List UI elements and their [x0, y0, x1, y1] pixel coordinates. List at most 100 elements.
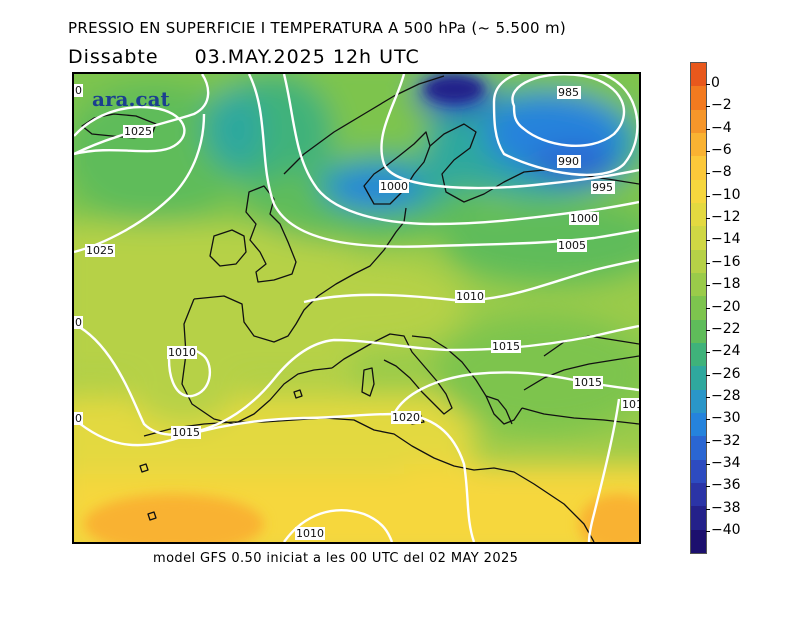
colorbar-segment	[691, 459, 706, 484]
colorbar-tick	[706, 84, 710, 85]
isobar-label: 995	[591, 181, 615, 194]
colorbar-label: −32	[711, 432, 741, 449]
isobar-label: 1020	[391, 411, 421, 424]
isobar-lines	[74, 74, 639, 542]
colorbar-label: −14	[711, 231, 741, 248]
svg-text:990: 990	[558, 155, 579, 168]
colorbar-segment	[691, 506, 706, 531]
colorbar-segment	[691, 249, 706, 274]
colorbar-label: −28	[711, 387, 741, 404]
isobar-label: 1025	[123, 125, 153, 138]
chart-subtitle: Dissabte 03.MAY.2025 12h UTC	[68, 46, 420, 68]
isobar-label: 1015	[491, 340, 521, 353]
isobar-label: 1020	[74, 84, 83, 97]
forecast-day: Dissabte	[68, 46, 159, 68]
chart-title: PRESSIO EN SUPERFICIE I TEMPERATURA A 50…	[68, 19, 567, 37]
svg-text:1025: 1025	[124, 125, 152, 138]
colorbar-label: −24	[711, 343, 741, 360]
isobar-label: 1010	[295, 527, 325, 540]
colorbar-segment	[691, 273, 706, 297]
isobar-label: 1010	[167, 346, 197, 359]
colorbar-tick	[706, 173, 710, 175]
colorbar-segment	[691, 366, 706, 391]
colorbar-segment	[691, 319, 706, 344]
colorbar-tick	[706, 329, 710, 331]
colorbar-label: −26	[711, 365, 741, 382]
isobar-labels: 985 990 995 1000 1000 1005 1010 1010 101…	[74, 84, 639, 540]
isobar-label: 1000	[569, 212, 599, 225]
colorbar-tick	[706, 151, 710, 153]
svg-text:1015: 1015	[172, 426, 200, 439]
colorbar-segment	[691, 109, 706, 134]
colorbar-label: −2	[711, 97, 732, 114]
colorbar-tick	[706, 106, 710, 108]
colorbar-tick	[706, 396, 710, 398]
isobar-label: 985	[557, 86, 581, 99]
colorbar-segment	[691, 86, 706, 111]
colorbar-tick	[706, 374, 710, 376]
colorbar-label: −40	[711, 522, 741, 538]
svg-text:1020: 1020	[74, 412, 82, 425]
colorbar-tick	[706, 240, 710, 242]
svg-text:1010: 1010	[296, 527, 324, 540]
colorbar-label: −16	[711, 253, 741, 270]
colorbar-label: −4	[711, 119, 732, 136]
svg-text:1015: 1015	[492, 340, 520, 353]
colorbar-label: −34	[711, 454, 741, 471]
colorbar-label: −20	[711, 298, 741, 315]
svg-text:1000: 1000	[380, 180, 408, 193]
colorbar-label: −30	[711, 410, 741, 427]
colorbar-tick	[706, 285, 710, 287]
svg-text:1020: 1020	[74, 316, 82, 329]
colorbar-segment	[691, 436, 706, 461]
svg-text:995: 995	[592, 181, 613, 194]
svg-text:1020: 1020	[74, 84, 82, 97]
colorbar-label: −10	[711, 186, 741, 203]
isobar-label: 1015	[573, 376, 603, 389]
colorbar-segment	[691, 203, 706, 227]
svg-text:1005: 1005	[558, 239, 586, 252]
ara-cat-logo: ara.cat	[92, 87, 171, 111]
colorbar-tick	[706, 441, 710, 443]
colorbar-segment	[691, 156, 706, 181]
colorbar-segment	[691, 226, 706, 251]
isobar-label: 1020	[74, 412, 83, 425]
isobar-label: 1020	[74, 316, 83, 329]
svg-text:985: 985	[558, 86, 579, 99]
colorbar-segment	[691, 133, 706, 157]
colorbar-tick	[706, 195, 710, 197]
colorbar-tick	[706, 352, 710, 354]
colorbar-tick	[706, 508, 710, 510]
colorbar-label: 0	[711, 75, 720, 91]
colorbar-segment	[691, 63, 706, 87]
colorbar-tick	[706, 262, 710, 264]
colorbar-label: −8	[711, 164, 732, 181]
svg-text:1020: 1020	[392, 411, 420, 424]
temperature-colorbar	[690, 62, 707, 554]
colorbar-segment	[691, 529, 706, 554]
colorbar-tick	[706, 463, 710, 465]
colorbar-segment	[691, 389, 706, 414]
colorbar-tick	[706, 307, 710, 309]
svg-text:1010: 1010	[456, 290, 484, 303]
colorbar-label: −12	[711, 209, 741, 226]
colorbar-tick	[706, 218, 710, 220]
colorbar-segment	[691, 343, 706, 367]
isobar-label: 1015	[171, 426, 201, 439]
svg-text:1010: 1010	[168, 346, 196, 359]
colorbar-tick	[706, 486, 710, 488]
colorbar-tick	[706, 419, 710, 421]
isobar-label: 1005	[557, 239, 587, 252]
isobar-label: 990	[557, 155, 581, 168]
colorbar-label: −36	[711, 477, 741, 494]
colorbar-tick	[706, 128, 710, 130]
isobar-label: 101	[621, 398, 639, 411]
svg-text:1015: 1015	[574, 376, 602, 389]
isobar-label: 1025	[85, 244, 115, 257]
svg-text:101: 101	[622, 398, 639, 411]
svg-text:1000: 1000	[570, 212, 598, 225]
colorbar-label: −18	[711, 276, 741, 293]
colorbar-label: −38	[711, 499, 741, 516]
svg-text:1025: 1025	[86, 244, 114, 257]
isobar-label: 1000	[379, 180, 409, 193]
